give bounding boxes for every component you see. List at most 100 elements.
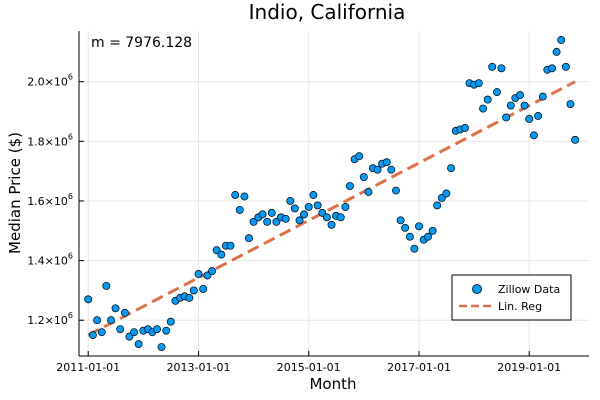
- data-point: [474, 79, 483, 88]
- legend-box: [451, 274, 572, 321]
- data-point: [561, 62, 570, 71]
- data-point: [548, 64, 556, 73]
- axes: [78, 31, 589, 357]
- slope-annotation: m = 7976.128: [91, 35, 192, 51]
- chart-title: Indio, California: [249, 0, 406, 24]
- legend-marker-zillow: [472, 284, 482, 294]
- y-tick-label: 1.8×106: [27, 132, 73, 148]
- data-point: [244, 234, 253, 243]
- data-point: [442, 189, 451, 198]
- data-point: [447, 164, 455, 173]
- data-point: [231, 191, 240, 199]
- data-point: [258, 210, 267, 219]
- y-tick-label: 2.0×106: [27, 73, 73, 89]
- data-point: [286, 197, 295, 205]
- data-point: [341, 202, 350, 211]
- x-tick-label: 2013-01-01: [167, 361, 231, 374]
- data-point: [130, 328, 139, 337]
- data-point: [396, 216, 405, 225]
- data-point: [345, 182, 354, 190]
- data-point: [194, 270, 203, 278]
- data-point: [240, 192, 249, 201]
- data-point: [538, 92, 547, 101]
- x-tick-label: 2011-01-01: [56, 361, 120, 374]
- y-tick-label: 1.4×106: [27, 252, 73, 268]
- data-point: [336, 213, 345, 222]
- data-point: [460, 123, 469, 132]
- legend-label-zillow: Zillow Data: [498, 283, 560, 296]
- data-point: [281, 214, 290, 223]
- data-point: [290, 204, 299, 213]
- ticks: 2011-01-01 2013-01-01 2015-01-01 2017-01-01…: [27, 73, 561, 374]
- data-point: [313, 201, 322, 210]
- data-point: [571, 135, 580, 144]
- data-point: [235, 205, 244, 214]
- y-tick-label: 1.6×106: [27, 192, 73, 208]
- data-point: [217, 250, 226, 259]
- data-point: [525, 115, 534, 123]
- data-point: [566, 100, 575, 109]
- data-point: [488, 62, 497, 71]
- data-point: [304, 202, 313, 211]
- data-point: [364, 188, 373, 196]
- data-point: [157, 343, 166, 352]
- data-point: [401, 223, 410, 232]
- data-point: [534, 112, 543, 120]
- scatter-points: [84, 35, 580, 352]
- data-point: [529, 131, 538, 140]
- data-point: [497, 64, 506, 73]
- data-point: [199, 284, 208, 293]
- data-point: [492, 88, 501, 97]
- data-point: [134, 340, 143, 349]
- regression-line-layer: [87, 80, 576, 337]
- data-point: [322, 213, 331, 222]
- data-point: [185, 293, 194, 302]
- data-point: [387, 165, 396, 174]
- data-point: [479, 104, 487, 113]
- data-point: [373, 165, 382, 174]
- data-point: [162, 326, 171, 335]
- data-point: [405, 232, 414, 241]
- x-tick-label: 2017-01-01: [387, 361, 451, 374]
- data-point: [502, 113, 511, 122]
- data-point: [107, 316, 115, 325]
- y-axis-label: Median Price ($): [6, 132, 24, 254]
- data-point: [392, 186, 400, 195]
- legend-label-linreg: Lin. Reg: [498, 300, 542, 313]
- data-point: [300, 210, 308, 219]
- data-point: [382, 158, 391, 167]
- data-point: [295, 216, 304, 225]
- data-point: [309, 191, 318, 199]
- data-point: [267, 208, 276, 217]
- data-point: [120, 308, 129, 317]
- data-point: [424, 232, 432, 241]
- data-point: [516, 91, 524, 100]
- data-point: [208, 267, 217, 275]
- data-point: [84, 295, 93, 304]
- data-point: [552, 47, 561, 56]
- data-point: [93, 316, 102, 325]
- data-point: [483, 95, 492, 104]
- data-point: [355, 152, 364, 161]
- data-point: [116, 325, 125, 334]
- x-tick-label: 2015-01-01: [277, 361, 341, 374]
- x-tick-label: 2019-01-01: [497, 361, 561, 374]
- data-point: [428, 226, 437, 235]
- data-point: [166, 317, 175, 326]
- data-point: [111, 304, 120, 313]
- data-point: [433, 201, 442, 210]
- y-tick-label: 1.2×106: [27, 311, 73, 327]
- data-point: [226, 241, 235, 250]
- legend: Zillow Data Lin. Reg: [451, 274, 572, 321]
- data-point: [263, 217, 272, 226]
- data-point: [327, 220, 336, 229]
- data-point: [97, 328, 106, 337]
- data-point: [189, 286, 198, 295]
- data-point: [359, 173, 368, 182]
- data-point: [506, 101, 515, 110]
- data-point: [415, 222, 424, 231]
- grid: [79, 31, 589, 356]
- data-point: [102, 281, 111, 290]
- data-point: [88, 331, 97, 340]
